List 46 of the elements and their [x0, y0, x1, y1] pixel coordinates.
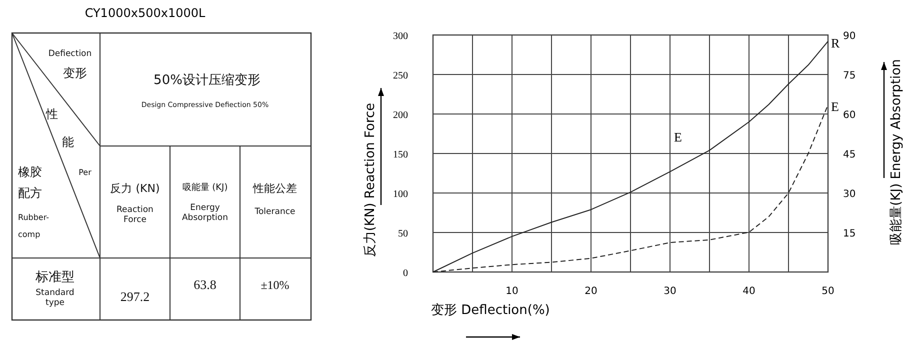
text: 吸能量 (KJ) — [182, 182, 228, 193]
y-axis-title: 反力(KN) Reaction Force — [363, 102, 378, 258]
y2-tick-label: 75 — [843, 70, 856, 82]
text: Rubber- — [18, 213, 50, 222]
text: 能 — [62, 135, 74, 149]
text: Per — [78, 168, 92, 177]
y-tick-label: 250 — [393, 70, 408, 82]
text: 50%设计压缩变形 — [154, 73, 260, 88]
text: ±10% — [260, 278, 290, 292]
y2-tick-label: 90 — [843, 31, 856, 42]
x-tick-label: 40 — [742, 286, 756, 297]
y2-tick-label: 30 — [843, 189, 856, 200]
y-tick-label: 300 — [393, 31, 408, 42]
text: 反力 (KN) — [110, 182, 160, 195]
text: 配方 — [18, 186, 42, 200]
x-tick-label: 30 — [664, 286, 676, 297]
y-tick-label: 150 — [393, 150, 408, 160]
text: 性 — [45, 107, 58, 121]
text: 变形 — [63, 66, 87, 80]
text: Defiection — [48, 49, 92, 59]
text: 性能公差 — [252, 182, 297, 195]
x-tick-label: 20 — [584, 286, 598, 297]
y-tick-label: 0 — [403, 268, 408, 279]
text: Reaction Force — [116, 205, 154, 226]
text: Tolerance — [254, 207, 296, 217]
y-tick-label: 50 — [398, 228, 408, 240]
series-label: R — [831, 35, 840, 50]
text: 标准型 — [34, 270, 74, 285]
y-tick-label: 100 — [393, 189, 408, 200]
y2-tick-label: 15 — [843, 228, 856, 240]
annotation: E — [674, 130, 682, 145]
x-axis-title: 变形 Deflection(%) — [431, 303, 550, 318]
series-label: E — [831, 98, 839, 114]
text: 297.2 — [120, 289, 150, 304]
text: Standard type — [36, 288, 74, 308]
text: Energy Absorption — [182, 203, 228, 224]
x-tick-label: 10 — [506, 286, 518, 297]
text: CY1000x500x1000L — [84, 6, 206, 20]
text: comp — [18, 230, 40, 239]
x-tick-label: 50 — [822, 286, 834, 297]
text: 63.8 — [194, 277, 216, 292]
y2-tick-label: 45 — [843, 150, 856, 160]
y2-tick-label: 60 — [843, 110, 856, 121]
text: 橡胶 — [18, 165, 42, 179]
y2-axis-title: 吸能量(KJ) Energy Absorption — [889, 59, 904, 245]
y-tick-label: 200 — [393, 110, 408, 121]
